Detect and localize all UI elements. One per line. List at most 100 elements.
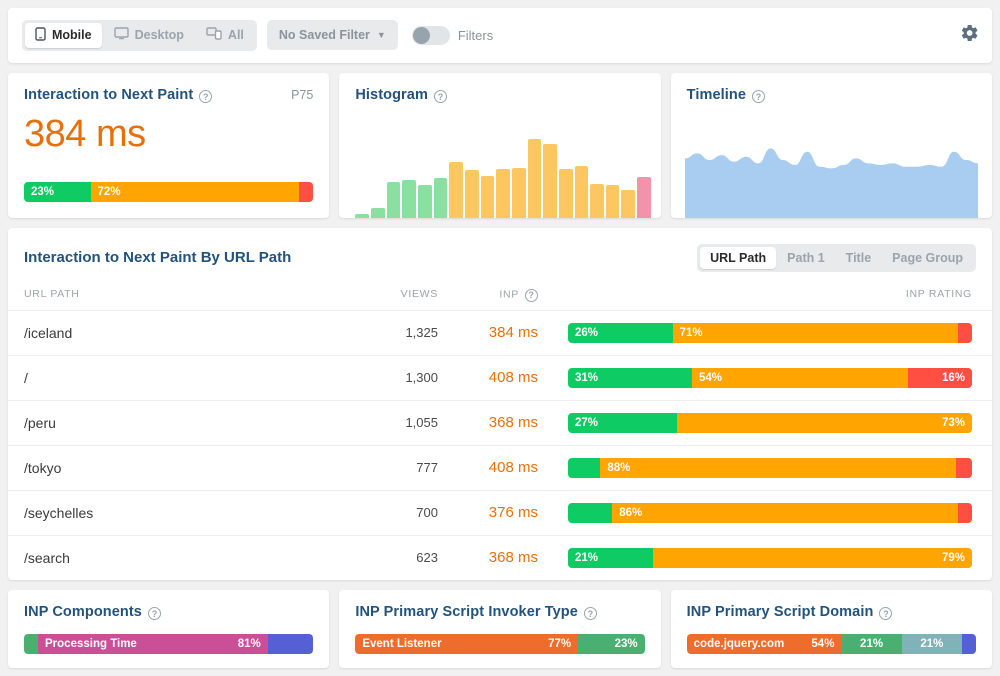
inp-invoker-type-bar: Event Listener 77% 23% xyxy=(355,634,645,654)
bar-segment-label: Event Listener xyxy=(362,638,442,650)
bar-segment xyxy=(958,322,972,343)
inp-script-domain-card: INP Primary Script Domain ? code.jquery.… xyxy=(670,589,992,668)
device-tab-mobile[interactable]: Mobile xyxy=(25,22,102,48)
bar-segment: 73% xyxy=(677,412,972,433)
help-icon[interactable]: ? xyxy=(583,607,597,621)
cell-url-path[interactable]: / xyxy=(8,354,308,401)
table-title: Interaction to Next Paint By URL Path xyxy=(24,249,292,267)
grouping-tab-title[interactable]: Title xyxy=(845,250,872,265)
help-icon[interactable]: ? xyxy=(147,607,161,621)
bar-segment: 86% xyxy=(612,502,958,523)
table-header-row: URL PATH VIEWS INP? INP RATING xyxy=(8,272,992,311)
cell-inp-rating: 21% 79% xyxy=(568,534,992,580)
inp-rating-bar: 21% 79% xyxy=(568,547,972,568)
bar-segment: 27% xyxy=(568,412,678,433)
inp-script-domain-bar: code.jquery.com 54% 21% 21% xyxy=(686,634,976,654)
column-header-inp-label: INP xyxy=(499,288,519,301)
cell-views: 1,325 xyxy=(308,309,438,356)
bar-segment: 26% xyxy=(568,322,673,343)
table-row[interactable]: /iceland 1,325 384 ms 26% 71% xyxy=(8,309,992,356)
bar-segment: 21% xyxy=(568,547,653,568)
bar-segment: 88% xyxy=(600,457,956,478)
bar-segment: Processing Time 81% xyxy=(38,634,268,654)
bar-segment-label: code.jquery.com xyxy=(693,638,785,650)
bar-segment: 72% xyxy=(90,181,299,202)
cell-url-path[interactable]: /iceland xyxy=(8,309,308,356)
histogram-card-header: Histogram ? xyxy=(339,73,660,104)
device-tab-desktop-label: Desktop xyxy=(134,28,184,43)
bar-segment: 23% xyxy=(24,181,91,202)
saved-filter-dropdown[interactable]: No Saved Filter ▼ xyxy=(266,20,398,51)
bar-segment: 31% xyxy=(568,367,692,388)
help-icon[interactable]: ? xyxy=(433,90,447,104)
table-row[interactable]: /search 623 368 ms 21% 79% xyxy=(8,534,992,580)
saved-filter-label: No Saved Filter xyxy=(278,28,370,43)
grouping-tab-path-1[interactable]: Path 1 xyxy=(787,250,825,265)
bar-segment: 16% xyxy=(908,367,972,388)
histogram-bar xyxy=(386,181,401,218)
cell-inp: 368 ms xyxy=(438,399,568,446)
histogram-chart xyxy=(355,136,651,218)
histogram-bar xyxy=(402,179,416,218)
cell-url-path[interactable]: /peru xyxy=(8,399,308,446)
cell-url-path[interactable]: /seychelles xyxy=(8,489,308,536)
grouping-tab-page-group[interactable]: Page Group xyxy=(892,250,963,265)
histogram-bar xyxy=(355,214,369,218)
inp-components-header: INP Components ? xyxy=(8,590,329,621)
bar-segment-value: 81% xyxy=(237,638,261,650)
cell-url-path[interactable]: /search xyxy=(8,534,308,580)
cell-views: 623 xyxy=(308,534,438,580)
help-icon[interactable]: ? xyxy=(199,90,213,104)
inp-components-card: INP Components ? Processing Time 81% xyxy=(8,589,330,668)
filters-toggle[interactable] xyxy=(411,25,450,45)
inp-invoker-type-title: INP Primary Script Invoker Type xyxy=(355,603,578,620)
table-row[interactable]: /tokyo 777 408 ms 88% xyxy=(8,444,992,491)
column-header-views[interactable]: VIEWS xyxy=(400,288,438,301)
histogram-card: Histogram ? xyxy=(339,72,661,218)
histogram-bar xyxy=(370,208,385,218)
device-segmented-control[interactable]: Mobile Desktop All xyxy=(22,19,257,51)
grouping-tabs[interactable]: URL Path Path 1 Title Page Group xyxy=(697,243,976,272)
bar-segment: Event Listener 77% xyxy=(355,634,579,654)
device-tab-mobile-label: Mobile xyxy=(52,28,92,43)
gear-icon[interactable] xyxy=(960,24,978,47)
inp-rating-bar: 86% xyxy=(568,502,972,523)
help-icon[interactable]: ? xyxy=(879,607,893,621)
bar-segment-value: 77% xyxy=(548,638,572,650)
breakdown-row: INP Components ? Processing Time 81% INP … xyxy=(8,589,992,668)
histogram-bar xyxy=(621,190,636,218)
inp-rating-bar: 27% 73% xyxy=(568,412,972,433)
help-icon[interactable]: ? xyxy=(752,90,766,104)
inp-rating-bar: 31% 54% 16% xyxy=(568,367,972,388)
device-tab-all[interactable]: All xyxy=(196,23,254,47)
histogram-bar xyxy=(543,143,557,218)
cell-views: 1,055 xyxy=(308,399,438,446)
cell-inp-rating: 86% xyxy=(568,489,992,536)
device-tab-desktop[interactable]: Desktop xyxy=(104,23,194,47)
histogram-card-title: Histogram xyxy=(355,86,428,103)
bar-segment-value: 54% xyxy=(811,638,835,650)
column-header-url-path[interactable]: URL PATH xyxy=(24,288,80,301)
inp-rating-bar: 26% 71% xyxy=(568,322,972,343)
metrics-row: Interaction to Next Paint ? P75 384 ms 2… xyxy=(8,72,992,218)
table-row[interactable]: /seychelles 700 376 ms 86% xyxy=(8,489,992,536)
help-icon[interactable]: ? xyxy=(525,288,538,302)
inp-components-title: INP Components xyxy=(24,603,142,620)
inp-card-title: Interaction to Next Paint xyxy=(24,86,194,103)
table-row[interactable]: /1,300 408 ms 31% 54% 16% xyxy=(8,354,992,401)
table-body: /iceland 1,325 384 ms 26% 71%/1,300 408 ms 31%… xyxy=(8,309,992,580)
cell-views: 700 xyxy=(308,489,438,536)
inp-script-domain-title: INP Primary Script Domain xyxy=(686,603,874,620)
timeline-card-title: Timeline xyxy=(686,86,747,103)
table-row[interactable]: /peru 1,055 368 ms 27% 73% xyxy=(8,399,992,446)
bar-segment: code.jquery.com 54% xyxy=(686,634,842,654)
column-header-inp[interactable]: INP? xyxy=(438,272,568,311)
bar-segment: 23% xyxy=(578,634,645,654)
inp-script-domain-header: INP Primary Script Domain ? xyxy=(671,590,992,621)
device-tab-all-label: All xyxy=(227,28,244,43)
cell-views: 777 xyxy=(308,444,438,491)
filters-toggle-group[interactable]: Filters xyxy=(411,25,493,45)
grouping-tab-url-path[interactable]: URL Path xyxy=(700,246,777,269)
desktop-icon xyxy=(113,27,129,43)
cell-url-path[interactable]: /tokyo xyxy=(8,444,308,491)
